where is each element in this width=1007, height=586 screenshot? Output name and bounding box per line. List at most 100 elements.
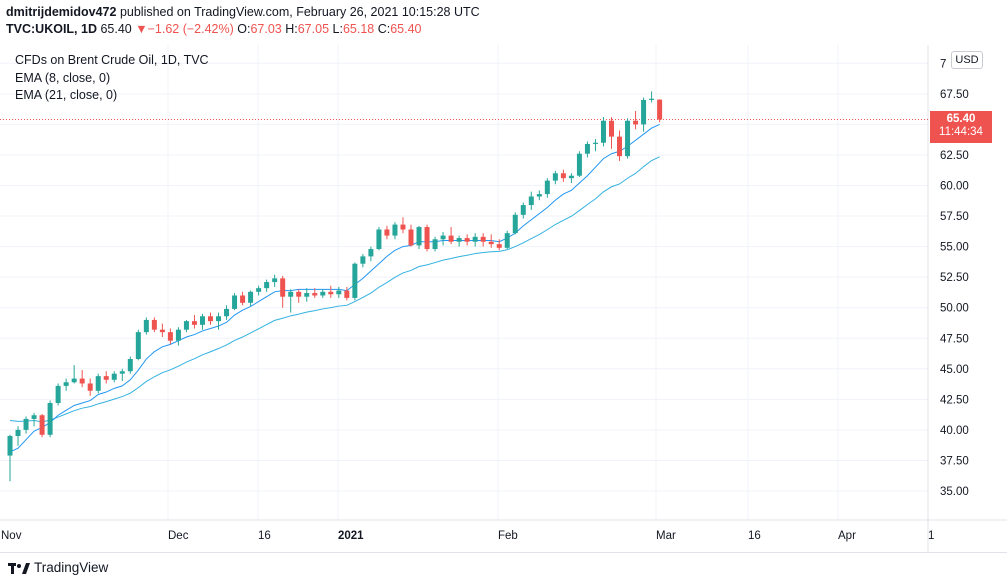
candle-body: [552, 173, 558, 181]
candle-body: [151, 319, 157, 330]
price-tick-label: 37.50: [940, 455, 969, 467]
price-tick-label: 52.50: [940, 272, 969, 284]
candle-body: [47, 403, 53, 435]
candle-body: [167, 332, 173, 341]
candle-body: [264, 282, 270, 289]
tradingview-logo-icon[interactable]: [8, 561, 30, 575]
candle-body: [584, 143, 590, 154]
candle-body: [336, 290, 342, 295]
candle-body: [649, 98, 655, 100]
candle-body: [63, 382, 69, 386]
price-chart[interactable]: Nov Dec 16 2021 Feb Mar 16 Apr 1 35.00 37.50 40.00…: [0, 0, 1007, 552]
candle-body: [344, 290, 350, 298]
ema8-line: [9, 123, 660, 453]
candle-body: [175, 329, 181, 341]
candle-body: [440, 235, 446, 240]
time-tick-label: Dec: [168, 530, 189, 542]
candle-body: [609, 120, 614, 137]
candle-body: [432, 239, 438, 250]
candle-body: [384, 229, 390, 236]
candle-body: [568, 175, 574, 179]
candle-body: [368, 249, 374, 257]
candle-body: [600, 120, 606, 143]
candle-body: [312, 293, 318, 296]
candle-body: [256, 288, 262, 292]
candle-body: [280, 278, 286, 297]
down-arrow-icon: ▼: [135, 22, 148, 36]
high-label: H:: [285, 22, 298, 36]
candle-body: [641, 99, 647, 125]
candle-body: [480, 236, 486, 242]
candle-body: [191, 321, 197, 325]
candle-body: [143, 319, 149, 333]
candle-body: [240, 295, 246, 303]
candle-body: [208, 316, 213, 322]
candle-body: [512, 214, 518, 234]
tradingview-brand[interactable]: TradingView: [34, 560, 109, 575]
candle-body: [657, 99, 663, 120]
close-value: 65.40: [390, 22, 422, 36]
candle-body: [488, 241, 494, 245]
candle-body: [633, 120, 639, 125]
candle-body: [95, 376, 101, 391]
time-axis: Nov Dec 16 2021 Feb Mar 16 Apr 1: [0, 519, 1007, 542]
low-value: 65.18: [342, 22, 375, 36]
candle-body: [592, 142, 598, 144]
candle-body: [79, 378, 85, 384]
price-tick-label: 7: [940, 58, 946, 70]
legend-title[interactable]: CFDs on Brent Crude Oil, 1D, TVC: [15, 53, 209, 67]
price-tick-label: 40.00: [940, 425, 969, 437]
ohlc-header: TVC:UKOIL, 1D 65.40 ▼−1.62 (−2.42%) O:67…: [6, 22, 421, 36]
candle-body: [224, 308, 230, 317]
candle-body: [55, 385, 61, 404]
candle-body: [272, 278, 278, 283]
candle-body: [159, 329, 165, 333]
candle-body: [31, 415, 37, 419]
candle-body: [111, 373, 117, 380]
close-label: C:: [377, 22, 391, 36]
candle-body: [424, 227, 430, 250]
candle-body: [248, 291, 254, 303]
candle-body: [360, 256, 366, 264]
candle-body: [528, 196, 534, 206]
candle-body: [625, 120, 631, 157]
price-tick-label: 62.50: [940, 150, 969, 162]
time-tick-label: Apr: [838, 530, 856, 542]
author-name[interactable]: dmitrijdemidov472: [6, 5, 117, 19]
price-tag: 65.40 11:44:34: [930, 111, 992, 143]
candle-body: [456, 238, 462, 242]
candle-body: [352, 263, 358, 298]
candle-body: [183, 321, 189, 330]
candle-body: [400, 224, 406, 230]
time-tick-label: 16: [258, 530, 271, 542]
candle-body: [127, 359, 133, 372]
candle-body: [216, 316, 222, 322]
open-label: O:: [237, 22, 251, 36]
candle-body: [232, 295, 238, 309]
low-label: L:: [332, 22, 343, 36]
symbol-label: TVC:UKOIL, 1D: [6, 22, 97, 36]
bar-countdown: 11:44:34: [939, 126, 983, 138]
candle-body: [536, 194, 542, 197]
legend-ema8[interactable]: EMA (8, close, 0): [15, 71, 111, 85]
last-price: 65.40: [100, 22, 132, 36]
price-tick-label: 35.00: [940, 486, 969, 498]
candle-body: [119, 371, 125, 374]
time-tick-label: 1: [928, 530, 934, 542]
candles: [7, 91, 663, 482]
candle-body: [560, 173, 566, 179]
candle-body: [576, 153, 582, 176]
price-tick-label: 42.50: [940, 394, 969, 406]
legend-ema21[interactable]: EMA (21, close, 0): [15, 88, 118, 102]
price-tick-label: 55.00: [940, 242, 969, 254]
price-tick-label: 57.50: [940, 211, 969, 223]
open-value: 67.03: [250, 22, 282, 36]
currency-button[interactable]: USD: [951, 51, 983, 69]
candle-body: [504, 233, 510, 248]
change-value: −1.62 (−2.42%): [147, 22, 234, 36]
candle-body: [296, 291, 302, 297]
price-tick-label: 47.50: [940, 333, 969, 345]
candle-body: [328, 291, 334, 295]
time-tick-label: Feb: [498, 530, 518, 542]
candle-body: [71, 378, 77, 383]
